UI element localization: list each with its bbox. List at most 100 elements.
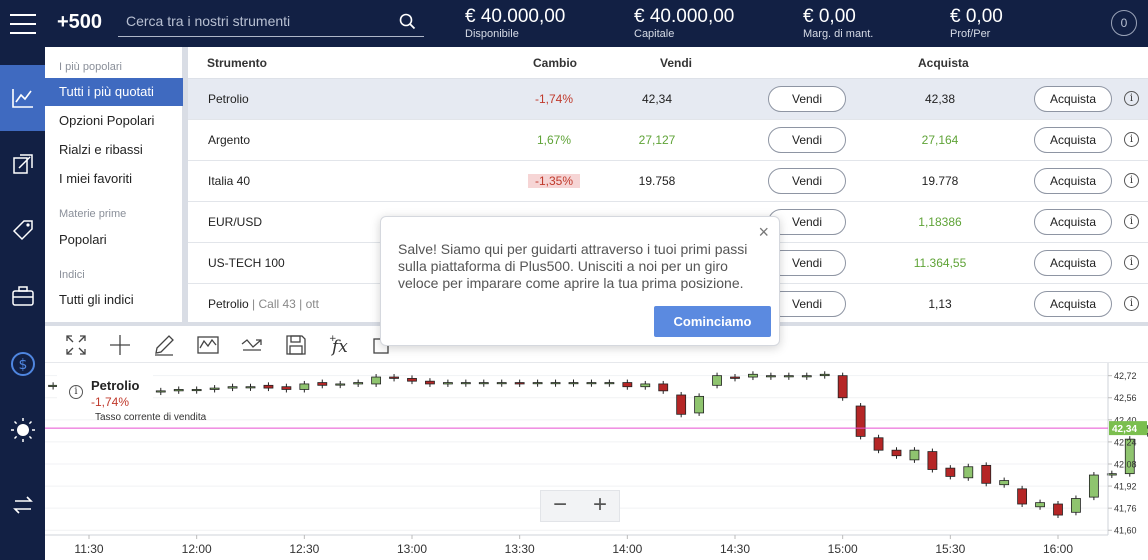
category-popular-options[interactable]: Opzioni Popolari <box>59 113 155 128</box>
close-icon[interactable]: × <box>758 222 769 242</box>
price-chart[interactable]: 42,72 42,56 42,40 42,24 42,08 41,92 41,76 41,60… <box>45 363 1148 560</box>
sell-button[interactable]: Vendi <box>768 250 846 276</box>
svg-text:fx: fx <box>330 337 348 357</box>
buy-price: 1,13 <box>928 297 952 311</box>
candle <box>299 383 310 390</box>
x-tick-label: 12:30 <box>289 542 319 556</box>
switch-icon <box>12 496 33 514</box>
table-row[interactable]: Argento 1,67% 27,127 Vendi 27,164 Acquis… <box>188 120 1148 161</box>
instrument-change: 1,67% <box>536 133 572 147</box>
category-favorites[interactable]: I miei favoriti <box>59 171 132 186</box>
instrument-name: Italia 40 <box>208 174 250 188</box>
info-icon[interactable]: i <box>1124 214 1139 229</box>
info-icon[interactable]: i <box>69 385 83 399</box>
buy-button[interactable]: Acquista <box>1034 291 1112 317</box>
sell-button[interactable]: Vendi <box>768 127 846 153</box>
pencil-icon[interactable] <box>151 332 177 358</box>
sell-button[interactable]: Vendi <box>768 86 846 112</box>
info-icon[interactable]: i <box>1124 91 1139 106</box>
header-sell[interactable]: Vendi <box>660 56 693 70</box>
rail-trade-chart[interactable] <box>0 65 45 131</box>
account-profit: € 0,00 Prof/Per <box>950 6 1003 40</box>
account-equity-value: € 40.000,00 <box>634 6 735 27</box>
fullscreen-icon[interactable] <box>63 332 89 358</box>
chart-legend-subtitle: Tasso corrente di vendita <box>95 412 207 423</box>
rail-theme[interactable] <box>0 397 45 463</box>
search-icon[interactable] <box>399 13 416 30</box>
zoom-in-button[interactable]: + <box>593 491 608 518</box>
candle <box>1035 502 1045 508</box>
candle <box>622 382 633 388</box>
category-commodities-popular[interactable]: Popolari <box>59 232 107 247</box>
candle <box>389 376 399 379</box>
save-icon[interactable] <box>283 332 309 358</box>
header-instrument[interactable]: Strumento <box>207 56 267 70</box>
candle <box>514 382 525 385</box>
current-price-label: 42,34 <box>1112 424 1137 435</box>
account-profit-value: € 0,00 <box>950 6 1003 27</box>
category-group-indices: Indici <box>59 269 85 281</box>
candle <box>460 382 471 385</box>
y-tick-label: 42,72 <box>1114 371 1137 381</box>
info-icon[interactable]: i <box>1124 296 1139 311</box>
candle <box>730 376 740 379</box>
x-tick-label: 16:00 <box>1043 542 1073 556</box>
candle <box>1071 498 1081 513</box>
candle <box>837 375 848 399</box>
logo: +500 <box>57 11 103 33</box>
account-equity-label: Capitale <box>634 28 675 40</box>
info-icon[interactable]: i <box>1124 132 1139 147</box>
crosshair-icon[interactable] <box>107 332 133 358</box>
rail-positions[interactable] <box>0 131 45 197</box>
header-change[interactable]: Cambio <box>533 56 578 70</box>
header-buy[interactable]: Acquista <box>918 56 969 70</box>
info-icon[interactable]: i <box>1124 173 1139 188</box>
info-icon[interactable]: i <box>1124 255 1139 270</box>
start-tour-button[interactable]: Cominciamo <box>654 306 771 337</box>
buy-button[interactable]: Acquista <box>1034 127 1112 153</box>
category-most-traded[interactable]: Tutti i più quotati <box>45 78 183 106</box>
search-input[interactable] <box>118 8 388 34</box>
brightness-icon <box>10 418 35 442</box>
table-row[interactable]: US-TECH 100 Vendi 11.364,55 Acquista i <box>188 243 1148 284</box>
buy-button[interactable]: Acquista <box>1034 209 1112 235</box>
zoom-out-button[interactable]: − <box>553 491 568 518</box>
x-tick-label: 15:30 <box>935 542 965 556</box>
buy-button[interactable]: Acquista <box>1034 168 1112 194</box>
x-tick-label: 15:00 <box>828 542 858 556</box>
account-profit-label: Prof/Per <box>950 28 991 40</box>
search-box <box>118 8 424 37</box>
instrument-name: EUR/USD <box>208 215 262 229</box>
x-tick-label: 13:30 <box>505 542 535 556</box>
account-margin-value: € 0,00 <box>803 6 856 27</box>
table-row[interactable]: Italia 40 -1,35% 19.758 Vendi 19.778 Acq… <box>188 161 1148 202</box>
rail-portfolio[interactable] <box>0 263 45 329</box>
candle <box>407 378 417 382</box>
dollar-icon: $ <box>10 352 35 376</box>
rail-switch[interactable] <box>0 472 45 538</box>
sell-button[interactable]: Vendi <box>768 168 846 194</box>
notifications-badge[interactable]: 0 <box>1111 10 1137 36</box>
instrument-change: -1,35% <box>528 174 580 188</box>
rail-funds[interactable]: $ <box>0 331 45 397</box>
rail-orders[interactable] <box>0 197 45 263</box>
category-all-indices[interactable]: Tutti gli indici <box>59 292 134 307</box>
table-row[interactable]: Petrolio | Call 43 | ott Vendi 1,13 Acqu… <box>188 284 1148 322</box>
wave-icon[interactable] <box>195 332 221 358</box>
sell-button[interactable]: Vendi <box>768 209 846 235</box>
sell-button[interactable]: Vendi <box>768 291 846 317</box>
instrument-name-text: Petrolio <box>208 92 249 106</box>
trade-arrows-icon <box>12 154 33 174</box>
buy-button[interactable]: Acquista <box>1034 86 1112 112</box>
candle <box>425 380 435 385</box>
candle <box>981 464 992 484</box>
buy-button[interactable]: Acquista <box>1034 250 1112 276</box>
table-row[interactable]: Petrolio -1,74% 42,34 Vendi 42,38 Acquis… <box>188 79 1148 120</box>
instrument-name-text: US-TECH 100 <box>208 256 285 270</box>
category-risers-fallers[interactable]: Rialzi e ribassi <box>59 142 143 157</box>
trend-icon[interactable] <box>239 332 265 358</box>
function-icon[interactable]: fx+ <box>327 332 353 358</box>
account-margin: € 0,00 Marg. di mant. <box>803 6 873 40</box>
account-margin-label: Marg. di mant. <box>803 28 874 40</box>
menu-icon[interactable] <box>10 14 36 34</box>
